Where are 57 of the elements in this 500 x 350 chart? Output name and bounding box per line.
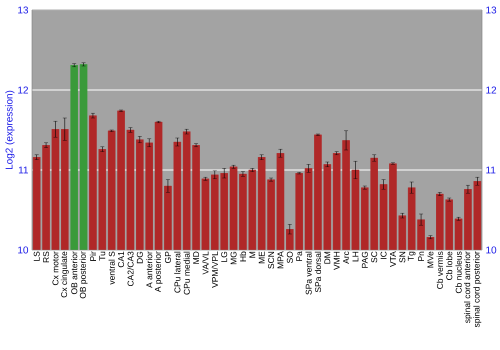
x-tick-label: SC: [371, 252, 378, 263]
x-tick-label: IC: [380, 252, 387, 259]
x-tick-label: A anterior: [146, 251, 152, 288]
y-tick-label: 13: [18, 6, 28, 14]
x-tick-label: Arc: [343, 251, 350, 264]
x-tick-label: DM: [324, 252, 330, 264]
x-tick-label: LS: [34, 252, 40, 261]
x-tick-label: VA/VL: [202, 251, 209, 275]
x-tick-label: Cb lobe: [446, 252, 452, 280]
x-tick-label: LG: [221, 252, 228, 262]
x-tick-label: Cx motor: [52, 251, 58, 286]
x-tick-label: M: [249, 252, 256, 258]
x-tick-label: Cb nucleus: [455, 252, 462, 294]
x-tick-label: MD: [193, 252, 199, 264]
x-tick-label: SCN: [268, 252, 274, 269]
x-tick-label: Pir: [90, 251, 96, 261]
y-tick-label: 11: [18, 166, 28, 174]
x-tick-label: Cb vermis: [436, 252, 443, 289]
y2-tick-label: 10: [486, 246, 496, 254]
x-tick-label: CPu medial: [184, 252, 190, 295]
x-tick-label: SN: [399, 252, 406, 263]
x-tick-label: SO: [286, 252, 293, 264]
y2-tick-label: 11: [486, 166, 496, 174]
x-tick-label: DG: [136, 252, 143, 264]
x-tick-label: OB anterior: [71, 251, 78, 294]
x-tick-label: MPA: [278, 251, 284, 268]
x-tick-label: OB posterior: [80, 251, 88, 298]
x-tick-label: CA2/CA3: [127, 252, 134, 286]
x-tick-label: VTA: [390, 251, 396, 268]
x-tick-label: A posterior: [154, 251, 163, 292]
x-tick-label: spinal cord posterior: [473, 251, 482, 328]
x-tick-label: MG: [230, 252, 237, 264]
x-tick-label: Tg: [408, 252, 416, 261]
x-tick-label: Pn: [418, 252, 424, 261]
y2-tick-label: 13: [486, 6, 496, 14]
x-tick-label: MVe: [427, 252, 434, 268]
y-tick-label: 12: [18, 86, 28, 94]
x-tick-label: Tu: [99, 252, 106, 261]
x-tick-label: Hb: [240, 252, 246, 262]
x-tick-label: LH: [352, 252, 358, 262]
x-tick-label: SPa dorsal: [314, 252, 322, 292]
x-tick-label: CPu lateral: [174, 252, 180, 293]
x-tick-label: Pa: [296, 251, 302, 261]
x-tick-label: SPa ventral: [305, 252, 312, 295]
x-tick-label: spinal cord anterior: [464, 251, 472, 323]
y-tick-label: 10: [18, 246, 28, 254]
x-tick-label: CA1: [118, 252, 124, 268]
x-tick-label: RS: [43, 252, 50, 262]
x-tick-label: GP: [164, 252, 171, 264]
x-tick-label: Cx cingulate: [60, 252, 69, 298]
x-tick-label: PAG: [362, 252, 368, 268]
y2-tick-label: 12: [486, 86, 496, 94]
y-axis-title: Log2 (expression): [5, 90, 15, 170]
x-tick-label: ventral S: [108, 252, 115, 285]
x-tick-label: VPM/VPL: [212, 251, 218, 288]
x-tick-label: VMH: [334, 252, 340, 270]
x-tick-label: ME: [258, 252, 265, 264]
